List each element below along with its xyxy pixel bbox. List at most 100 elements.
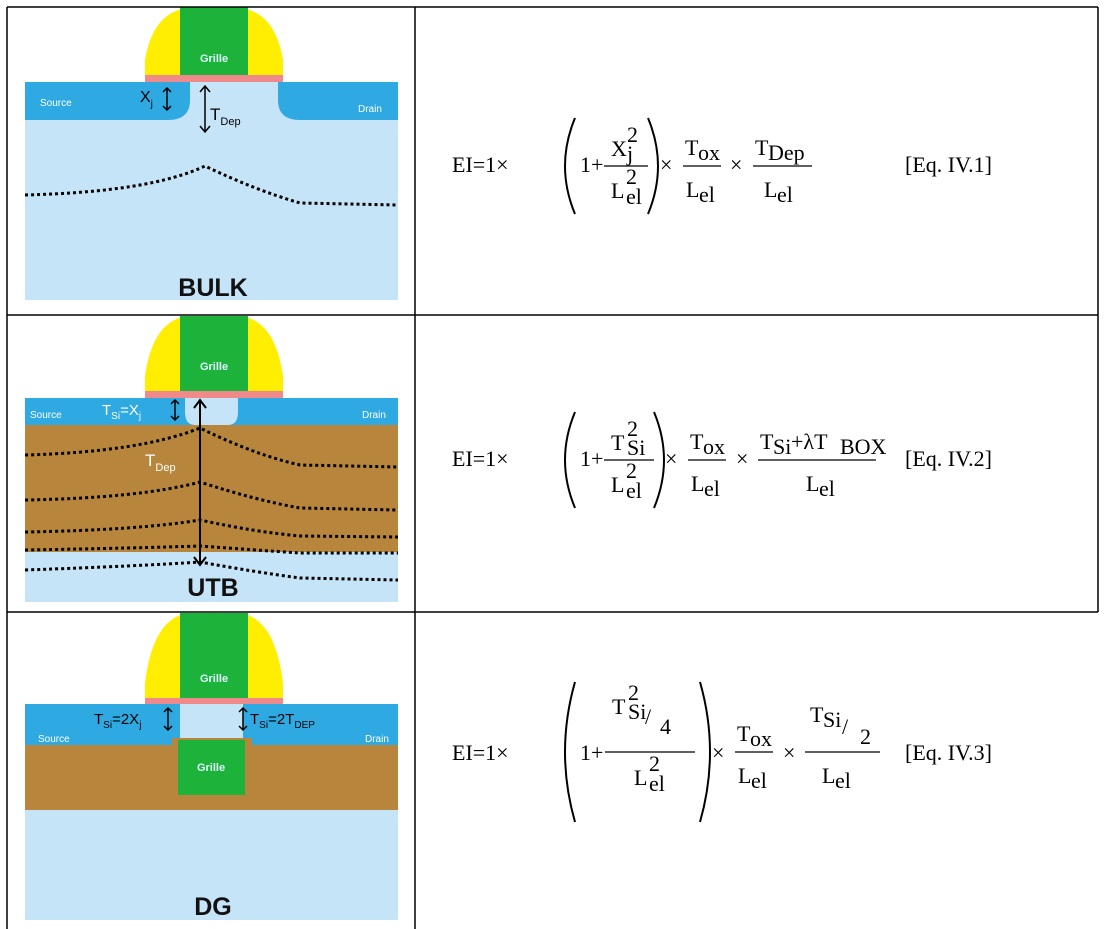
equation-text: ox xyxy=(750,726,772,751)
parenthesis xyxy=(647,117,659,215)
label-part: Si xyxy=(111,411,120,422)
substrate xyxy=(25,552,398,602)
equation-text: el xyxy=(777,182,793,207)
buried-oxide xyxy=(25,425,398,552)
equation-text: × xyxy=(783,740,795,765)
gate-oxide xyxy=(145,391,283,398)
equation-text: T xyxy=(611,430,625,455)
equation-text: 1+ xyxy=(580,740,603,765)
equation-text: EI=1× xyxy=(452,446,509,471)
arrow xyxy=(193,398,207,567)
equation-text: Dep xyxy=(768,140,805,165)
equation-text: 1+ xyxy=(580,152,603,177)
dimension-label: TSi=2TDEP xyxy=(250,711,315,731)
equation-text: L xyxy=(764,177,777,202)
source-label: Source xyxy=(40,98,72,109)
label-part: T xyxy=(94,711,103,728)
equation-text: L xyxy=(738,763,751,788)
equation-text: Si xyxy=(627,435,645,460)
equation-text: el xyxy=(819,476,835,501)
utb-diagram: Grille Source Drain TSi=Xj TDep UTB xyxy=(24,316,399,602)
dimension-label: TDep xyxy=(145,451,176,474)
equation-text: 2 xyxy=(626,164,637,189)
equation-text: × xyxy=(736,446,748,471)
equation-text: 2 xyxy=(627,122,638,147)
equation-text: L xyxy=(686,177,699,202)
gate-label: Grille xyxy=(200,673,228,685)
equation-text: T xyxy=(612,694,626,719)
equation-text: 2 xyxy=(628,680,639,705)
drain-region xyxy=(278,82,398,120)
equation-text: 4 xyxy=(660,714,671,739)
arrow xyxy=(238,706,248,732)
equation-text: L xyxy=(634,765,647,790)
gate-label: Grille xyxy=(200,53,228,65)
equation-text: T xyxy=(755,135,769,160)
label-part: Si xyxy=(103,720,112,731)
structure-label: UTB xyxy=(187,574,238,602)
arrow xyxy=(199,84,211,134)
gate-label: Grille xyxy=(197,762,225,774)
gate-oxide xyxy=(145,698,283,704)
gate xyxy=(180,613,248,698)
equation-text: T xyxy=(690,429,704,454)
equation-text: T xyxy=(685,135,699,160)
equation-text: el xyxy=(751,768,767,793)
equation-text: 2 xyxy=(649,751,660,776)
arrow xyxy=(170,398,180,422)
equation-text: BOX xyxy=(840,434,887,459)
dimension-label: Xj xyxy=(140,89,153,110)
label-part: DEP xyxy=(294,720,315,731)
equation-text: [Eq. IV.3] xyxy=(905,740,992,765)
equation-text: T xyxy=(737,721,751,746)
drain-label: Drain xyxy=(358,104,382,115)
label-part: T xyxy=(210,105,220,124)
source-label: Source xyxy=(30,410,62,421)
parenthesis xyxy=(653,411,665,509)
label-part: j xyxy=(150,99,153,110)
parenthesis xyxy=(564,681,576,823)
equation-text: L xyxy=(691,471,704,496)
gate xyxy=(180,7,248,75)
equation-text: 2 xyxy=(626,458,637,483)
equation-text: × xyxy=(665,446,677,471)
equation-text: el xyxy=(704,476,720,501)
parenthesis xyxy=(699,681,711,823)
label-part: Si xyxy=(259,720,268,731)
equation-text: 2 xyxy=(627,416,638,441)
label-part: j xyxy=(138,720,141,731)
structure-label: DG xyxy=(194,893,232,921)
equation-text: Si xyxy=(773,434,791,459)
equation-text: / xyxy=(645,704,652,729)
equation-text: X xyxy=(611,136,627,161)
arrow xyxy=(163,706,173,732)
label-part: T xyxy=(145,451,155,470)
substrate xyxy=(25,810,398,920)
equation-text: T xyxy=(810,702,824,727)
bottom-gate xyxy=(178,740,245,795)
dg-diagram: Grille Grille Source Drain TSi=2Xj TSi=2… xyxy=(25,613,398,921)
source-region xyxy=(25,704,180,745)
equation-text: EI=1× xyxy=(452,740,509,765)
equation-text: el xyxy=(699,182,715,207)
arrow xyxy=(162,86,172,112)
equation-text: / xyxy=(842,714,849,739)
equation-text: Si xyxy=(823,707,841,732)
equation-text: EI=1× xyxy=(452,152,509,177)
equation-text: L xyxy=(611,472,624,497)
drain-region xyxy=(228,398,398,425)
label-part: =2T xyxy=(268,711,294,728)
gate xyxy=(180,316,248,391)
label-part: =X xyxy=(120,402,139,419)
equation-text: 2 xyxy=(860,724,871,749)
source-region xyxy=(25,398,195,425)
equation-text: el xyxy=(626,478,642,503)
dimension-label: TSi=Xj xyxy=(102,402,141,422)
label-part: Dep xyxy=(220,116,240,128)
parenthesis xyxy=(564,117,576,215)
bulk-diagram: Grille Source Drain Xj TDep BULK xyxy=(24,7,399,302)
equation-text: ox xyxy=(698,140,720,165)
equation-text: × xyxy=(712,740,724,765)
equation-text: 1+ xyxy=(580,446,603,471)
